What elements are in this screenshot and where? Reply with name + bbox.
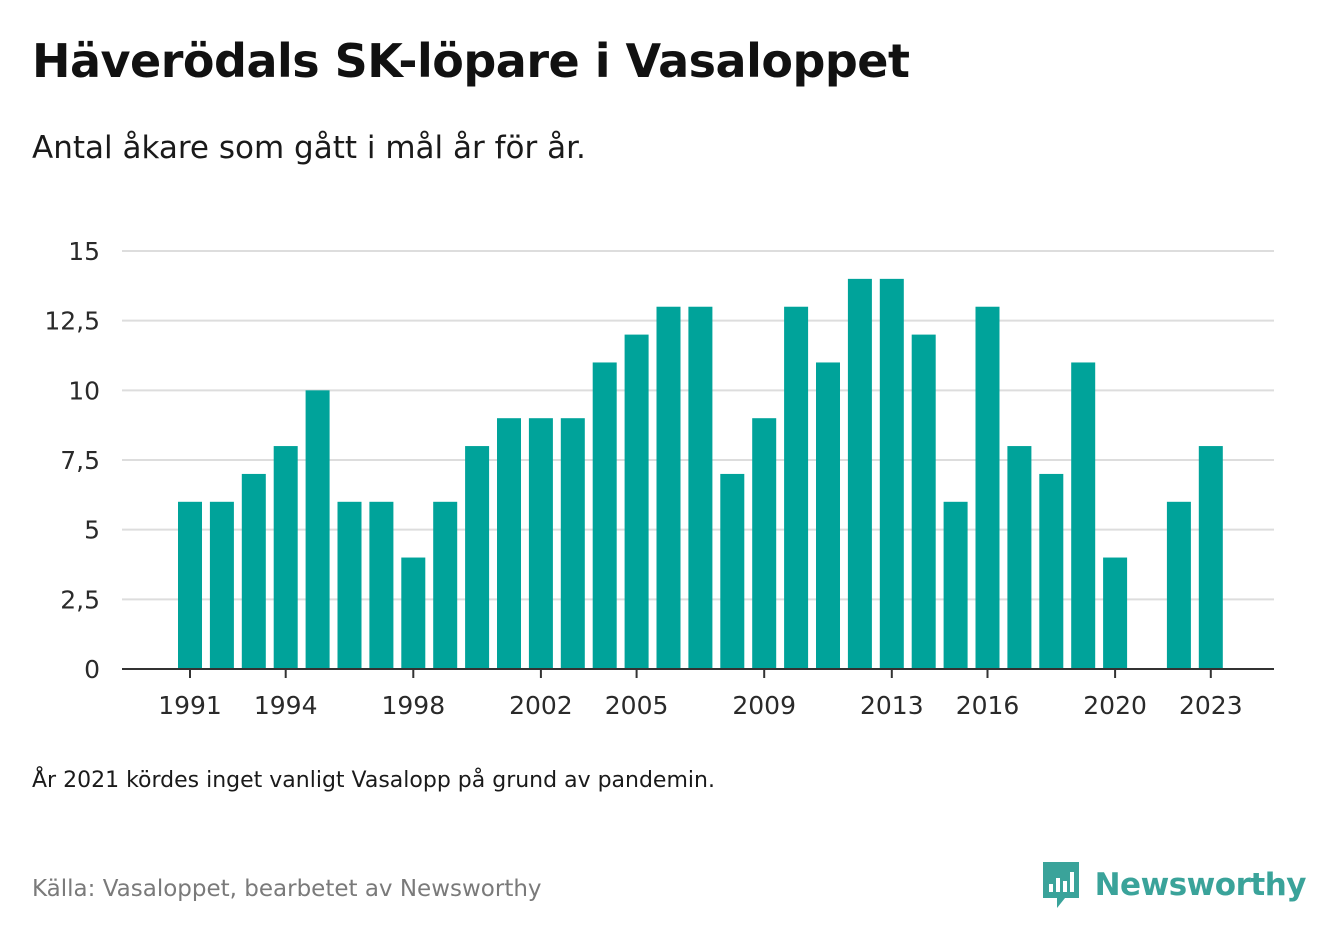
bar: [1071, 362, 1096, 669]
bar: [975, 306, 1000, 669]
bar: [592, 362, 617, 669]
x-tick-label: 2013: [860, 691, 924, 720]
bar: [560, 418, 585, 669]
bar: [465, 446, 490, 669]
bar: [752, 418, 777, 669]
bar: [879, 278, 904, 669]
bar: [337, 501, 362, 669]
y-tick-label: 10: [68, 376, 100, 405]
bar: [273, 446, 298, 669]
x-tick-label: 2005: [605, 691, 669, 720]
bar: [1166, 501, 1191, 669]
bar: [1198, 446, 1223, 669]
y-tick-label: 12,5: [44, 307, 100, 336]
bar-chart: 0 2,5 5 7,5 10 12,5 15 1991 1994 1998 2002 2005 200…: [44, 237, 1274, 720]
brand-name: Newsworthy: [1094, 867, 1307, 903]
bar: [720, 473, 745, 669]
bar: [1007, 446, 1032, 669]
footnote: År 2021 kördes inget vanligt Vasalopp på…: [32, 768, 715, 793]
y-tick-label: 15: [68, 237, 100, 266]
x-tick-label: 2002: [509, 691, 573, 720]
bar: [624, 334, 649, 669]
bar: [433, 501, 458, 669]
x-tick-label: 1991: [158, 691, 222, 720]
bar: [816, 362, 840, 669]
bar: [1103, 557, 1128, 669]
brand-logo[interactable]: Newsworthy: [1041, 860, 1307, 910]
bar: [528, 418, 553, 669]
bar: [401, 557, 426, 669]
bar: [178, 501, 202, 669]
bar: [784, 306, 809, 669]
source-credit: Källa: Vasaloppet, bearbetet av Newswort…: [32, 876, 542, 902]
bar: [911, 334, 936, 669]
y-tick-label: 5: [84, 516, 100, 545]
newsworthy-logo-icon: [1042, 862, 1079, 908]
bar: [497, 418, 521, 669]
x-tick-label: 2009: [732, 691, 796, 720]
y-tick-label: 0: [84, 655, 100, 684]
bar: [305, 390, 330, 669]
x-tick-label: 1998: [381, 691, 445, 720]
bar: [209, 501, 234, 669]
chart-subtitle: Antal åkare som gått i mål år för år.: [32, 130, 586, 166]
bar: [943, 501, 968, 669]
y-tick-label: 2,5: [60, 585, 100, 614]
bar: [1039, 473, 1064, 669]
x-axis: 1991 1994 1998 2002 2005 2009 2013 2016 2020 2023: [122, 668, 1274, 720]
y-tick-label: 7,5: [60, 446, 100, 475]
x-tick-label: 1994: [254, 691, 318, 720]
bars: [178, 278, 1223, 669]
bar: [847, 278, 872, 669]
x-tick-label: 2023: [1179, 691, 1243, 720]
bar: [369, 501, 394, 669]
bar: [688, 306, 713, 669]
bar: [656, 306, 681, 669]
bar: [241, 473, 266, 669]
chart-title: Häverödals SK-löpare i Vasaloppet: [32, 34, 910, 88]
y-axis-ticks: 0 2,5 5 7,5 10 12,5 15: [44, 237, 100, 684]
x-tick-label: 2020: [1083, 691, 1147, 720]
x-tick-label: 2016: [956, 691, 1020, 720]
